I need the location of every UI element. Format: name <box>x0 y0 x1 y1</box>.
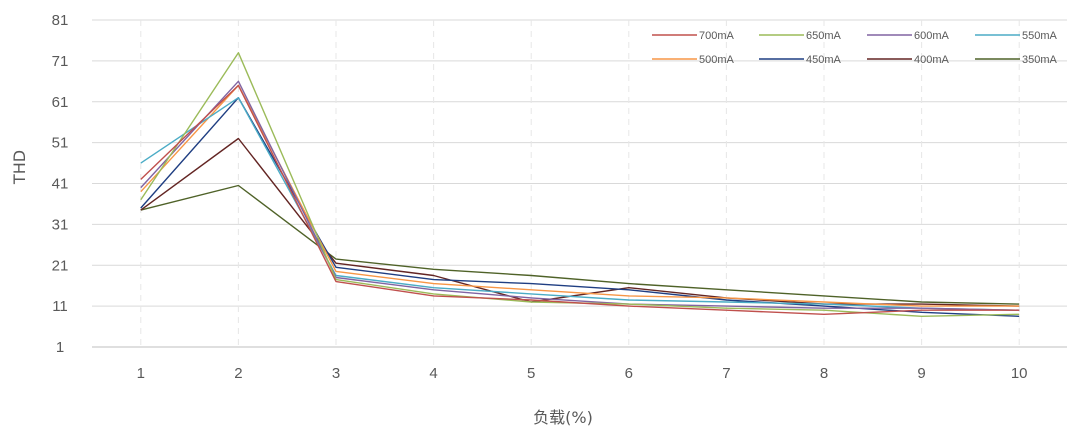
x-axis-ticks: 1 2 3 4 5 6 7 8 9 10 <box>137 365 1028 382</box>
x-tick-label: 1 <box>137 365 145 382</box>
legend-label: 600mA <box>914 30 950 42</box>
y-tick-label: 11 <box>52 298 68 315</box>
x-tick-label: 4 <box>429 365 437 382</box>
y-tick-label: 41 <box>52 176 69 193</box>
legend-item: 650mA <box>759 30 842 42</box>
grid <box>92 19 1067 348</box>
x-tick-label: 10 <box>1011 365 1028 382</box>
legend-label: 450mA <box>806 54 842 66</box>
y-tick-label: 71 <box>52 53 69 70</box>
legend-item: 450mA <box>759 54 842 66</box>
x-tick-label: 2 <box>234 365 242 382</box>
y-tick-label: 81 <box>52 12 69 29</box>
legend-label: 400mA <box>914 54 950 66</box>
y-tick-label: 1 <box>56 339 64 356</box>
legend: 700mA 650mA 600mA 550mA 500mA 450mA 400mA 350mA <box>652 30 1058 66</box>
x-tick-label: 9 <box>917 365 925 382</box>
series-line-700mA <box>140 84 1020 315</box>
y-tick-label: 21 <box>52 257 69 274</box>
series-line-600mA <box>140 80 1020 311</box>
series-line-550mA <box>140 96 1020 311</box>
legend-label: 350mA <box>1022 54 1058 66</box>
series-line-350mA <box>140 184 1020 305</box>
x-tick-label: 5 <box>527 365 535 382</box>
legend-item: 700mA <box>652 30 735 42</box>
series-line-500mA <box>140 84 1020 307</box>
legend-label: 550mA <box>1022 30 1058 42</box>
legend-item: 550mA <box>975 30 1058 42</box>
legend-item: 400mA <box>867 54 950 66</box>
series-lines <box>140 52 1020 317</box>
x-tick-label: 6 <box>625 365 633 382</box>
y-tick-label: 61 <box>52 94 69 111</box>
legend-label: 500mA <box>699 54 735 66</box>
x-tick-label: 8 <box>820 365 828 382</box>
legend-item: 350mA <box>975 54 1058 66</box>
x-tick-label: 7 <box>722 365 730 382</box>
x-tick-label: 3 <box>332 365 340 382</box>
series-line-400mA <box>140 137 1020 307</box>
legend-label: 700mA <box>699 30 735 42</box>
y-tick-label: 31 <box>52 216 69 233</box>
x-axis-title: 负载(%) <box>533 408 593 427</box>
legend-item: 600mA <box>867 30 950 42</box>
y-axis-title: THD <box>10 150 29 185</box>
y-tick-label: 51 <box>52 135 69 152</box>
legend-label: 650mA <box>806 30 842 42</box>
series-line-650mA <box>140 52 1020 317</box>
legend-item: 500mA <box>652 54 735 66</box>
